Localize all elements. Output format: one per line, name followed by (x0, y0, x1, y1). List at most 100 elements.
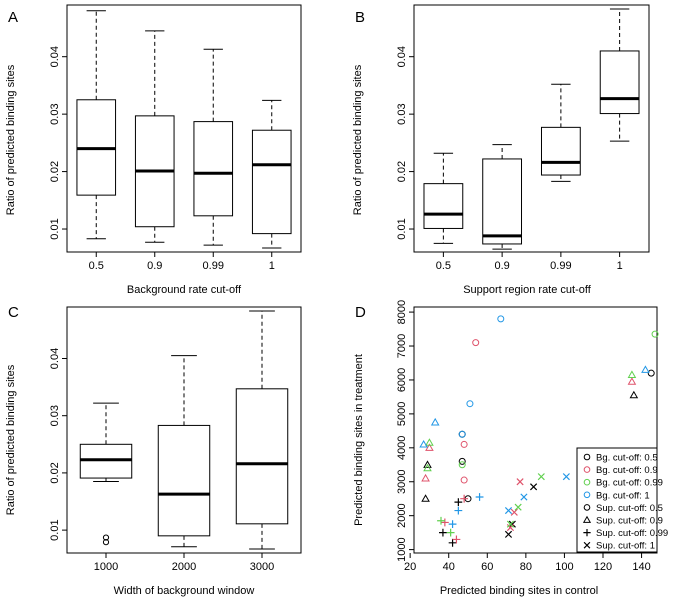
box-1000 (79, 402, 133, 546)
data-point (529, 483, 538, 491)
x-tick-label: 1000 (94, 561, 118, 573)
panel-a: A Ratio of predicted binding sites Backg… (5, 4, 302, 296)
data-point (641, 365, 650, 373)
y-axis-label: Ratio of predicted binding sites (352, 64, 364, 215)
legend-label: Bg. cut-off: 1 (596, 490, 650, 501)
x-tick-label: 1 (617, 260, 623, 272)
box-0.99 (193, 48, 234, 246)
box-1 (251, 99, 292, 249)
x-tick-label: 0.5 (436, 260, 451, 272)
y-axis-label: Ratio of predicted binding sites (5, 64, 17, 215)
data-point (440, 518, 449, 527)
panel-label: B (355, 9, 365, 26)
data-point (475, 493, 484, 501)
y-tick-label: 6000 (396, 368, 408, 392)
iqr-box (599, 50, 640, 115)
box-1 (599, 8, 640, 142)
x-tick-label: 80 (520, 561, 532, 573)
data-point (448, 520, 457, 529)
plot-frame (413, 306, 658, 554)
x-tick-label: 0.9 (147, 260, 162, 272)
box-3000 (235, 310, 289, 550)
y-tick-label: 0.04 (49, 348, 61, 369)
outlier-point (102, 534, 110, 541)
panel-d: D Predicted binding sites in treatment P… (353, 300, 668, 597)
legend-marker (583, 528, 591, 537)
y-tick-label: 0.01 (49, 519, 61, 540)
legend-label: Sup. cut-off: 0.9 (596, 516, 663, 527)
data-point (437, 516, 445, 525)
y-tick-label: 7000 (396, 334, 408, 358)
iqr-box (251, 129, 292, 235)
box-0.5 (423, 152, 464, 244)
y-tick-label: 0.02 (396, 161, 408, 182)
legend-label: Bg. cut-off: 0.5 (596, 453, 658, 464)
y-axis-label: Ratio of predicted binding sites (5, 364, 17, 515)
y-tick-label: 2000 (396, 503, 408, 527)
data-point (423, 463, 432, 472)
y-tick-label: 4000 (396, 436, 408, 460)
y-tick-label: 0.02 (49, 161, 61, 182)
legend-box (576, 447, 658, 553)
x-axis-label: Support region rate cut-off (463, 284, 592, 296)
data-point (419, 439, 428, 448)
x-tick-label: 120 (594, 561, 612, 573)
x-tick-label: 60 (481, 561, 493, 573)
panel-label: C (8, 304, 19, 321)
y-tick-label: 0.03 (49, 405, 61, 426)
panel-label: D (355, 304, 366, 321)
data-point (497, 315, 505, 323)
data-point (466, 400, 474, 408)
data-point (460, 440, 468, 448)
data-point (430, 417, 440, 426)
data-point (562, 473, 570, 481)
x-tick-label: 0.99 (203, 260, 224, 272)
data-point (627, 370, 637, 378)
data-point (508, 520, 516, 528)
y-tick-label: 8000 (396, 300, 408, 324)
legend-marker (583, 504, 591, 511)
data-point (421, 494, 430, 502)
y-tick-label: 0.03 (396, 103, 408, 124)
x-tick-label: 3000 (250, 561, 274, 573)
iqr-box (157, 424, 211, 537)
x-tick-label: 0.9 (494, 260, 509, 272)
iqr-box (482, 158, 523, 245)
box-0.9 (482, 144, 523, 250)
data-point (439, 528, 447, 537)
legend-marker (583, 453, 591, 461)
legend-marker (583, 478, 591, 486)
data-point (472, 339, 480, 347)
x-tick-label: 40 (443, 561, 455, 573)
panel-label: A (8, 9, 18, 26)
legend-marker (582, 515, 592, 523)
iqr-box (235, 388, 289, 525)
data-point (454, 498, 463, 507)
x-tick-label: 1 (269, 260, 275, 272)
data-point (446, 528, 455, 537)
data-point (629, 390, 639, 399)
data-point (506, 520, 515, 528)
iqr-box (193, 121, 234, 217)
y-axis-label: Predicted binding sites in treatment (353, 354, 365, 526)
data-point (537, 473, 545, 481)
data-point (452, 535, 461, 544)
data-point (520, 493, 528, 501)
x-axis-label: Predicted binding sites in control (440, 585, 598, 597)
box-0.99 (540, 83, 581, 182)
legend-label: Bg. cut-off: 0.99 (596, 478, 663, 489)
legend-marker (583, 541, 591, 549)
x-tick-label: 20 (404, 561, 416, 573)
data-point (510, 508, 518, 516)
x-tick-label: 0.5 (89, 260, 104, 272)
iqr-box (540, 126, 581, 176)
data-point (460, 494, 469, 503)
data-point (454, 506, 463, 515)
x-tick-label: 0.99 (550, 260, 571, 272)
box-0.9 (134, 30, 175, 243)
data-point (504, 530, 513, 538)
data-point (647, 369, 655, 377)
box-0.5 (76, 10, 117, 240)
y-tick-label: 0.04 (396, 46, 408, 67)
